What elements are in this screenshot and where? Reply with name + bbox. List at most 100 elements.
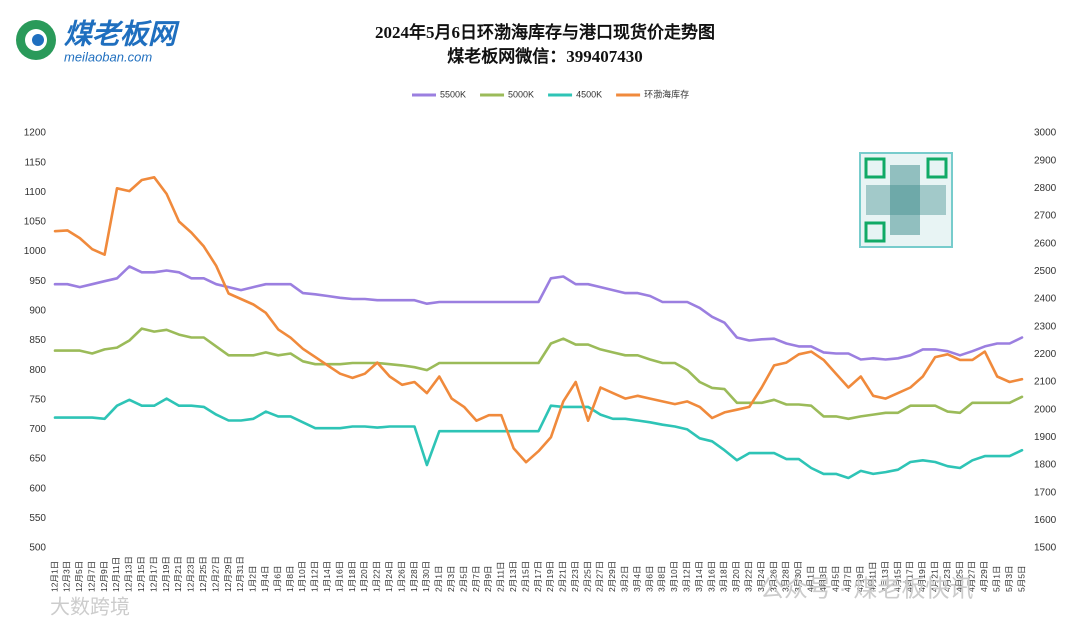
logo-name: 煤老板网 — [64, 18, 180, 49]
legend-label: 5000K — [508, 89, 534, 99]
watermark: 公众号 · 煤老板快讯 — [760, 575, 973, 602]
x-tick-label: 1月20日 — [359, 561, 369, 592]
y2-tick-label: 1600 — [1034, 515, 1057, 526]
y-tick-label: 1200 — [24, 128, 47, 139]
chart-subtitle: 煤老板网微信：399407430 — [447, 46, 643, 66]
y2-tick-label: 2600 — [1034, 238, 1057, 249]
x-tick-label: 1月18日 — [347, 561, 357, 592]
y-tick-label: 900 — [29, 305, 46, 316]
y-tick-label: 950 — [29, 276, 46, 287]
x-tick-label: 4月17日 — [905, 561, 915, 592]
y-tick-label: 550 — [29, 513, 46, 524]
y2-tick-label: 3000 — [1034, 128, 1057, 139]
x-tick-label: 1月28日 — [409, 561, 419, 592]
x-tick-label: 12月31日 — [235, 556, 245, 592]
qr-code — [859, 152, 953, 248]
x-tick-label: 3月12日 — [682, 561, 692, 592]
x-tick-label: 3月26日 — [768, 561, 778, 592]
x-tick-label: 5月1日 — [991, 566, 1001, 592]
x-tick-label: 12月17日 — [148, 556, 158, 592]
x-tick-label: 3月14日 — [694, 561, 704, 592]
x-tick-label: 3月18日 — [719, 561, 729, 592]
x-tick-label: 12月9日 — [99, 561, 109, 592]
x-tick-label: 4月23日 — [942, 561, 952, 592]
series-line — [53, 176, 1024, 464]
y-tick-label: 1100 — [24, 187, 46, 198]
x-tick-label: 4月19日 — [917, 561, 927, 592]
x-tick-label: 3月28日 — [781, 561, 791, 592]
y2-tick-label: 2300 — [1034, 321, 1057, 332]
y-tick-label: 1150 — [24, 157, 46, 168]
x-tick-label: 3月8日 — [657, 566, 667, 592]
x-tick-label: 1月2日 — [248, 566, 258, 592]
x-tick-label: 2月5日 — [458, 566, 468, 592]
x-tick-label: 12月13日 — [124, 556, 134, 592]
y-tick-label: 600 — [29, 483, 46, 494]
x-tick-label: 2月29日 — [607, 561, 617, 592]
x-tick-label: 12月7日 — [86, 561, 96, 592]
x-tick-label: 1月6日 — [272, 566, 282, 592]
x-tick-label: 12月3日 — [62, 561, 72, 592]
x-tick-label: 1月24日 — [384, 561, 394, 592]
x-tick-label: 2月27日 — [595, 561, 605, 592]
x-tick-label: 3月4日 — [632, 566, 642, 592]
x-tick-label: 3月16日 — [706, 561, 716, 592]
x-tick-label: 4月15日 — [892, 561, 902, 592]
legend-label: 环渤海库存 — [644, 88, 689, 99]
y2-tick-label: 1500 — [1034, 543, 1057, 554]
x-tick-label: 4月9日 — [855, 566, 865, 592]
series-line — [53, 327, 1024, 421]
y2-tick-label: 2900 — [1034, 155, 1057, 166]
y-tick-label: 800 — [29, 365, 46, 376]
x-tick-label: 2月17日 — [533, 561, 543, 592]
x-tick-label: 5月5日 — [1016, 566, 1026, 592]
series-line — [53, 265, 1024, 361]
x-tick-label: 2月1日 — [434, 566, 444, 592]
x-tick-label: 2月11日 — [496, 561, 506, 592]
x-tick-label: 1月16日 — [334, 561, 344, 592]
x-tick-label: 12月11日 — [111, 557, 121, 592]
x-tick-label: 5月3日 — [1004, 566, 1014, 592]
x-tick-label: 1月22日 — [372, 561, 382, 592]
y2-tick-label: 1800 — [1034, 460, 1057, 471]
plot-area: 500 550 600 650 700 750 800 850 900 950 1000 1050 11… — [24, 88, 1057, 592]
x-tick-label: 12月25日 — [198, 556, 208, 592]
x-tick-label: 4月5日 — [830, 566, 840, 592]
x-tick-label: 1月12日 — [310, 561, 320, 592]
chart-title: 2024年5月6日环渤海库存与港口现货价走势图 — [375, 22, 715, 42]
x-tick-label: 12月1日 — [49, 561, 59, 592]
x-tick-label: 12月19日 — [161, 556, 171, 592]
x-tick-label: 12月15日 — [136, 556, 146, 592]
x-tick-label: 3月22日 — [744, 561, 754, 592]
x-tick-label: 1月14日 — [322, 561, 332, 592]
y2-tick-label: 2700 — [1034, 211, 1057, 222]
x-tick-label: 12月23日 — [186, 556, 196, 592]
x-tick-label: 3月30日 — [793, 561, 803, 592]
watermark: 大数跨境 — [50, 595, 130, 618]
y2-tick-label: 2100 — [1034, 377, 1057, 388]
x-tick-label: 12月5日 — [74, 561, 84, 592]
x-tick-label: 2月15日 — [520, 561, 530, 592]
x-tick-label: 4月1日 — [805, 566, 815, 592]
x-tick-label: 4月13日 — [880, 561, 890, 592]
x-tick-label: 2月21日 — [558, 561, 568, 592]
y2-tick-label: 1900 — [1034, 432, 1057, 443]
logo-site: meilaoban.com — [64, 49, 152, 64]
x-tick-label: 3月20日 — [731, 561, 741, 592]
y-tick-label: 850 — [29, 335, 46, 346]
x-tick-label: 4月3日 — [818, 566, 828, 592]
x-tick-label: 3月6日 — [644, 566, 654, 592]
x-tick-label: 12月21日 — [173, 556, 183, 592]
x-tick-label: 12月29日 — [223, 556, 233, 592]
y2-tick-label: 2200 — [1034, 349, 1057, 360]
x-tick-label: 3月2日 — [620, 566, 630, 592]
x-tick-label: 2月9日 — [483, 566, 493, 592]
x-tick-label: 4月27日 — [967, 561, 977, 592]
x-tick-label: 4月25日 — [954, 561, 964, 592]
series-line — [53, 397, 1024, 480]
x-tick-label: 2月23日 — [570, 561, 580, 592]
y2-tick-label: 1700 — [1034, 487, 1057, 498]
x-tick-label: 4月29日 — [979, 561, 989, 592]
x-tick-label: 1月30日 — [421, 561, 431, 592]
